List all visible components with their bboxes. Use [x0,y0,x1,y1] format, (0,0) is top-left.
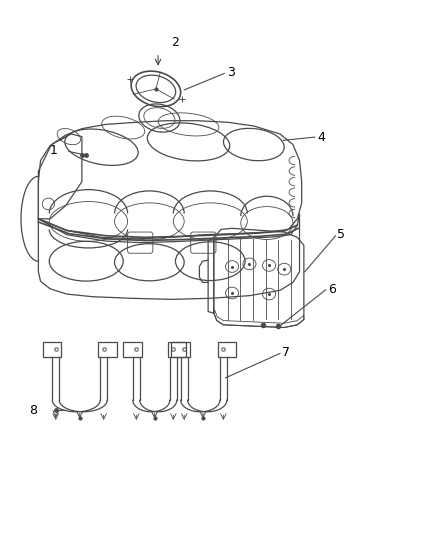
Text: 8: 8 [29,404,37,417]
Text: 7: 7 [282,346,290,359]
Text: 1: 1 [50,144,58,157]
Text: 2: 2 [172,36,180,49]
Text: 3: 3 [227,66,235,79]
Text: 4: 4 [318,131,325,143]
Text: 5: 5 [337,228,346,241]
Text: 6: 6 [328,283,336,296]
